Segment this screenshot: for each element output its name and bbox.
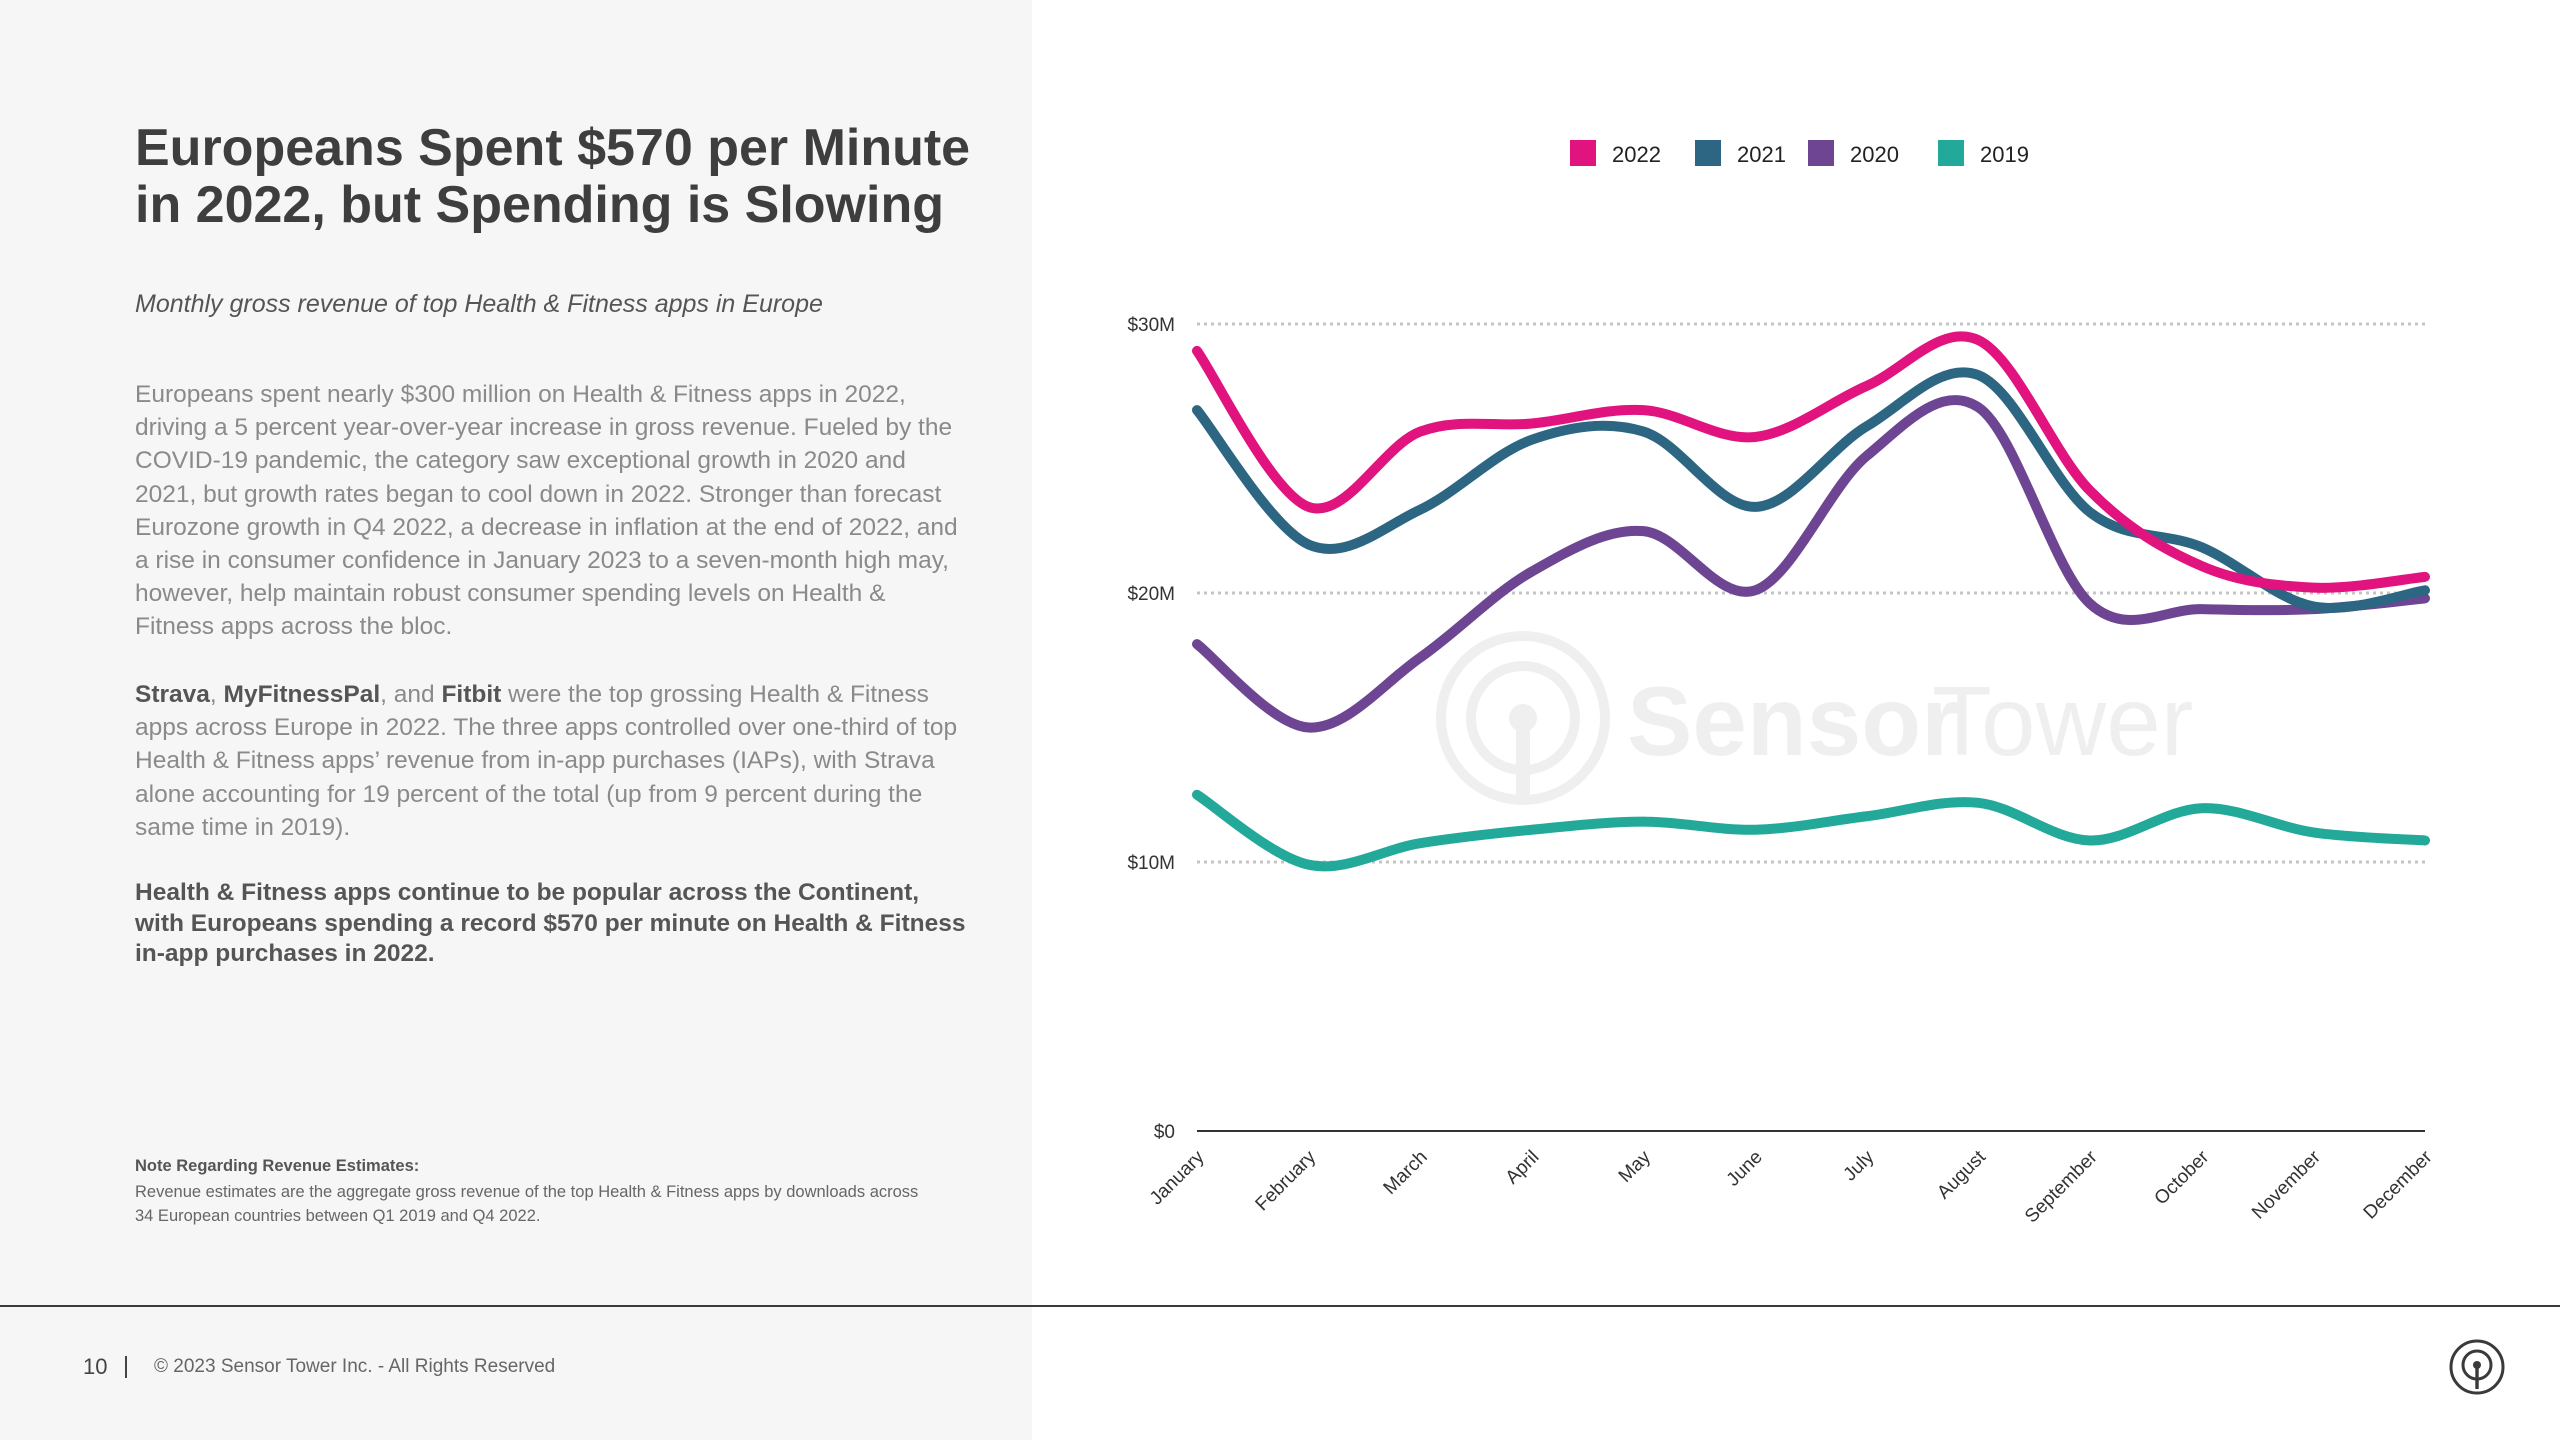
- paragraph-top-apps: Strava, MyFitnessPal, and Fitbit were th…: [135, 678, 970, 844]
- chart-subtitle: Monthly gross revenue of top Health & Fi…: [135, 290, 823, 318]
- x-tick-label: January: [1146, 1146, 1209, 1209]
- x-tick-label: December: [2360, 1146, 2437, 1223]
- paragraph-highlight: Health & Fitness apps continue to be pop…: [135, 879, 966, 967]
- paragraph-intro: Europeans spent nearly $300 million on H…: [135, 381, 958, 641]
- note-title: Note Regarding Revenue Estimates:: [135, 1157, 420, 1175]
- legend-swatch-2022: [1570, 140, 1596, 166]
- x-tick-label: April: [1502, 1147, 1544, 1189]
- series-line-2021: [1192, 367, 2430, 613]
- text-panel: [0, 0, 1032, 1440]
- note-text: Revenue estimates are the aggregate gros…: [135, 1183, 919, 1225]
- watermark-text-tower: Tower: [1932, 666, 2193, 776]
- footer-divider: [0, 1305, 2560, 1307]
- separator: , and: [380, 681, 442, 708]
- x-tick-label: May: [1615, 1146, 1656, 1187]
- legend-label-2021: 2021: [1737, 142, 1786, 167]
- x-tick-label: August: [1933, 1146, 1990, 1203]
- x-tick-label: February: [1252, 1146, 1321, 1215]
- footer-separator: [125, 1356, 127, 1378]
- legend-label-2022: 2022: [1612, 142, 1661, 167]
- page-title: Europeans Spent $570 per Minute in 2022,…: [135, 119, 971, 234]
- series-lines: [1192, 331, 2430, 872]
- x-tick-label: June: [1723, 1147, 1767, 1191]
- y-tick-label: $20M: [1127, 584, 1175, 605]
- x-tick-label: November: [2248, 1146, 2325, 1223]
- app-name-myfitnesspal: MyFitnessPal: [223, 681, 381, 708]
- y-tick-label: $30M: [1127, 315, 1175, 336]
- x-axis-tick-labels: January February March April May June July Augu…: [1146, 1146, 2437, 1227]
- page-number: 10: [83, 1354, 108, 1379]
- separator: ,: [209, 681, 224, 708]
- revenue-line-chart: Sensor Tower $0 $10M $20M $30M January Febru…: [1127, 140, 2437, 1227]
- x-tick-label: September: [2021, 1146, 2102, 1227]
- watermark: Sensor Tower: [1436, 631, 2193, 805]
- legend-swatch-2020: [1808, 140, 1834, 166]
- sensor-tower-watermark-icon: [1436, 631, 1610, 805]
- gridlines: [1197, 322, 2425, 1132]
- x-tick-label: March: [1380, 1147, 1432, 1199]
- legend-label-2019: 2019: [1980, 142, 2029, 167]
- app-name-fitbit: Fitbit: [441, 681, 502, 708]
- app-name-strava: Strava: [135, 681, 210, 708]
- legend-swatch-2021: [1695, 140, 1721, 166]
- x-tick-label: October: [2151, 1146, 2214, 1209]
- y-tick-label: $0: [1154, 1122, 1175, 1143]
- y-tick-label: $10M: [1127, 853, 1175, 874]
- legend-label-2020: 2020: [1850, 142, 1899, 167]
- copyright: © 2023 Sensor Tower Inc. - All Rights Re…: [154, 1356, 556, 1377]
- watermark-text-sensor: Sensor: [1627, 666, 1959, 776]
- series-line-2020: [1192, 395, 2430, 733]
- series-line-2022: [1192, 331, 2430, 593]
- sensor-tower-logo-icon: [2449, 1339, 2505, 1395]
- series-line-2019: [1192, 789, 2430, 872]
- paragraph-top-apps-text: were the top grossing Health & Fitness a…: [135, 681, 958, 841]
- x-tick-label: July: [1840, 1146, 1879, 1185]
- legend-swatch-2019: [1938, 140, 1964, 166]
- legend: 2022 2021 2020 2019: [1570, 140, 2029, 167]
- y-axis-tick-labels: $0 $10M $20M $30M: [1127, 315, 1175, 1143]
